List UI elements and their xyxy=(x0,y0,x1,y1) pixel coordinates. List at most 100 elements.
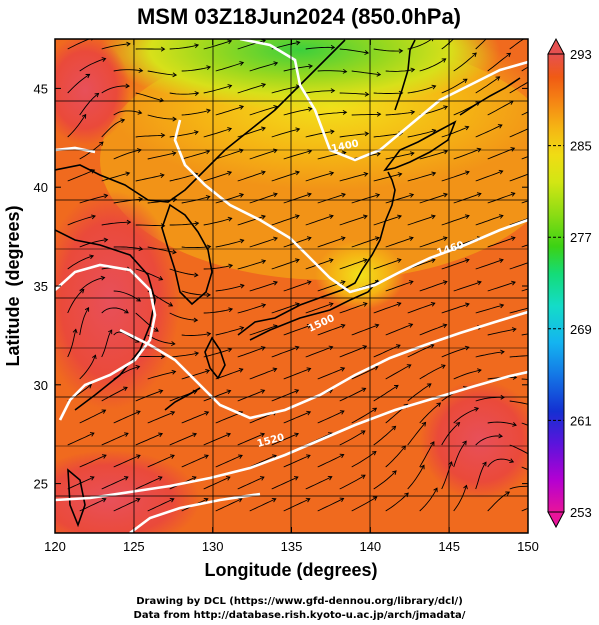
streamline xyxy=(283,150,312,160)
streamline xyxy=(101,119,125,138)
streamline xyxy=(487,491,510,512)
streamline xyxy=(407,344,434,358)
streamline-arrowhead xyxy=(306,280,312,285)
streamline xyxy=(67,432,95,446)
streamline-arrowhead xyxy=(374,236,380,241)
streamline-arrowhead xyxy=(273,61,279,67)
streamline xyxy=(101,85,130,94)
streamline xyxy=(487,100,514,116)
coast-hokkaido xyxy=(383,120,457,172)
streamline xyxy=(271,346,299,358)
streamline-arrowhead xyxy=(440,364,446,369)
streamline-arrowhead xyxy=(430,301,436,307)
streamline-arrowhead xyxy=(543,56,547,60)
streamline xyxy=(317,454,344,468)
streamline xyxy=(203,40,232,50)
streamline-arrowhead xyxy=(192,432,197,438)
streamline xyxy=(181,411,209,424)
streamline-arrowhead xyxy=(306,323,312,329)
streamline xyxy=(351,113,381,116)
streamline xyxy=(441,259,470,270)
streamline-arrowhead xyxy=(436,402,442,407)
streamline xyxy=(407,39,433,50)
streamline xyxy=(215,149,244,160)
footer-credit-drawing: Drawing by DCL (https://www.gfd-dennou.o… xyxy=(136,596,463,607)
streamline xyxy=(79,454,107,468)
streamline xyxy=(169,312,198,321)
streamline-arrowhead xyxy=(465,170,470,176)
streamline-arrowhead xyxy=(160,354,166,359)
contour-line-tip xyxy=(55,146,96,154)
streamline-arrowhead xyxy=(371,450,377,456)
streamline xyxy=(249,368,277,380)
streamline xyxy=(181,150,210,160)
streamline xyxy=(169,433,197,446)
streamline-arrowhead xyxy=(330,44,336,50)
streamline xyxy=(271,389,299,402)
streamline xyxy=(487,281,516,292)
streamline xyxy=(101,43,131,50)
streamline xyxy=(283,324,311,336)
streamline-arrowhead xyxy=(72,328,78,334)
streamline-arrowhead xyxy=(472,52,477,58)
streamline-arrowhead xyxy=(430,258,436,263)
streamline xyxy=(67,255,94,270)
coast-japan-main xyxy=(237,171,396,336)
streamline xyxy=(453,281,482,292)
streamline-arrowhead xyxy=(172,116,177,122)
streamline xyxy=(203,171,232,182)
streamline xyxy=(407,465,425,490)
streamline xyxy=(351,451,377,468)
streamline-arrowhead xyxy=(341,192,346,198)
streamline-arrowhead xyxy=(398,48,404,54)
streamline-arrowhead xyxy=(171,151,177,156)
streamline-arrowhead xyxy=(362,258,368,263)
contour-line-1400 xyxy=(239,39,528,162)
streamline xyxy=(79,277,105,292)
streamline xyxy=(521,66,528,72)
streamline xyxy=(169,173,198,182)
streamline xyxy=(509,173,528,182)
streamline xyxy=(385,152,414,160)
streamline xyxy=(181,454,209,468)
streamline xyxy=(317,324,345,336)
streamline xyxy=(237,171,266,182)
streamline xyxy=(317,70,347,73)
streamline-arrowhead xyxy=(159,173,165,179)
streamline-arrowhead xyxy=(482,461,487,467)
streamline-arrowhead xyxy=(191,476,197,481)
streamline-arrowhead xyxy=(238,367,244,373)
streamline-arrowhead xyxy=(339,497,345,503)
streamline-arrowhead xyxy=(510,236,516,241)
streamline xyxy=(147,114,177,120)
streamline-arrowhead xyxy=(194,130,199,135)
streamline xyxy=(113,498,140,512)
streamline xyxy=(113,246,143,250)
streamline xyxy=(135,476,163,490)
streamline xyxy=(79,194,108,204)
streamline-arrowhead xyxy=(533,215,537,219)
streamline-arrowhead xyxy=(206,65,212,71)
streamline xyxy=(385,492,409,512)
streamline xyxy=(475,304,504,314)
streamline xyxy=(169,131,199,138)
streamline-arrowhead xyxy=(376,111,382,117)
streamline-arrowhead xyxy=(160,46,166,52)
streamline xyxy=(339,387,366,402)
streamline xyxy=(237,346,266,358)
streamline xyxy=(271,171,300,182)
streamline xyxy=(249,454,277,468)
streamline-arrowhead xyxy=(509,458,515,464)
streamline-arrowhead xyxy=(170,410,176,416)
streamline-arrowhead xyxy=(101,57,107,62)
streamline xyxy=(203,390,231,402)
streamline xyxy=(237,215,266,226)
streamline-arrowhead xyxy=(295,40,301,46)
streamline xyxy=(441,422,460,446)
x-tick-label: 145 xyxy=(438,539,460,554)
streamline xyxy=(385,445,406,468)
streamline xyxy=(339,133,369,138)
streamline xyxy=(237,83,266,94)
streamline-arrowhead xyxy=(443,105,449,110)
streamline-arrowhead xyxy=(328,258,334,263)
